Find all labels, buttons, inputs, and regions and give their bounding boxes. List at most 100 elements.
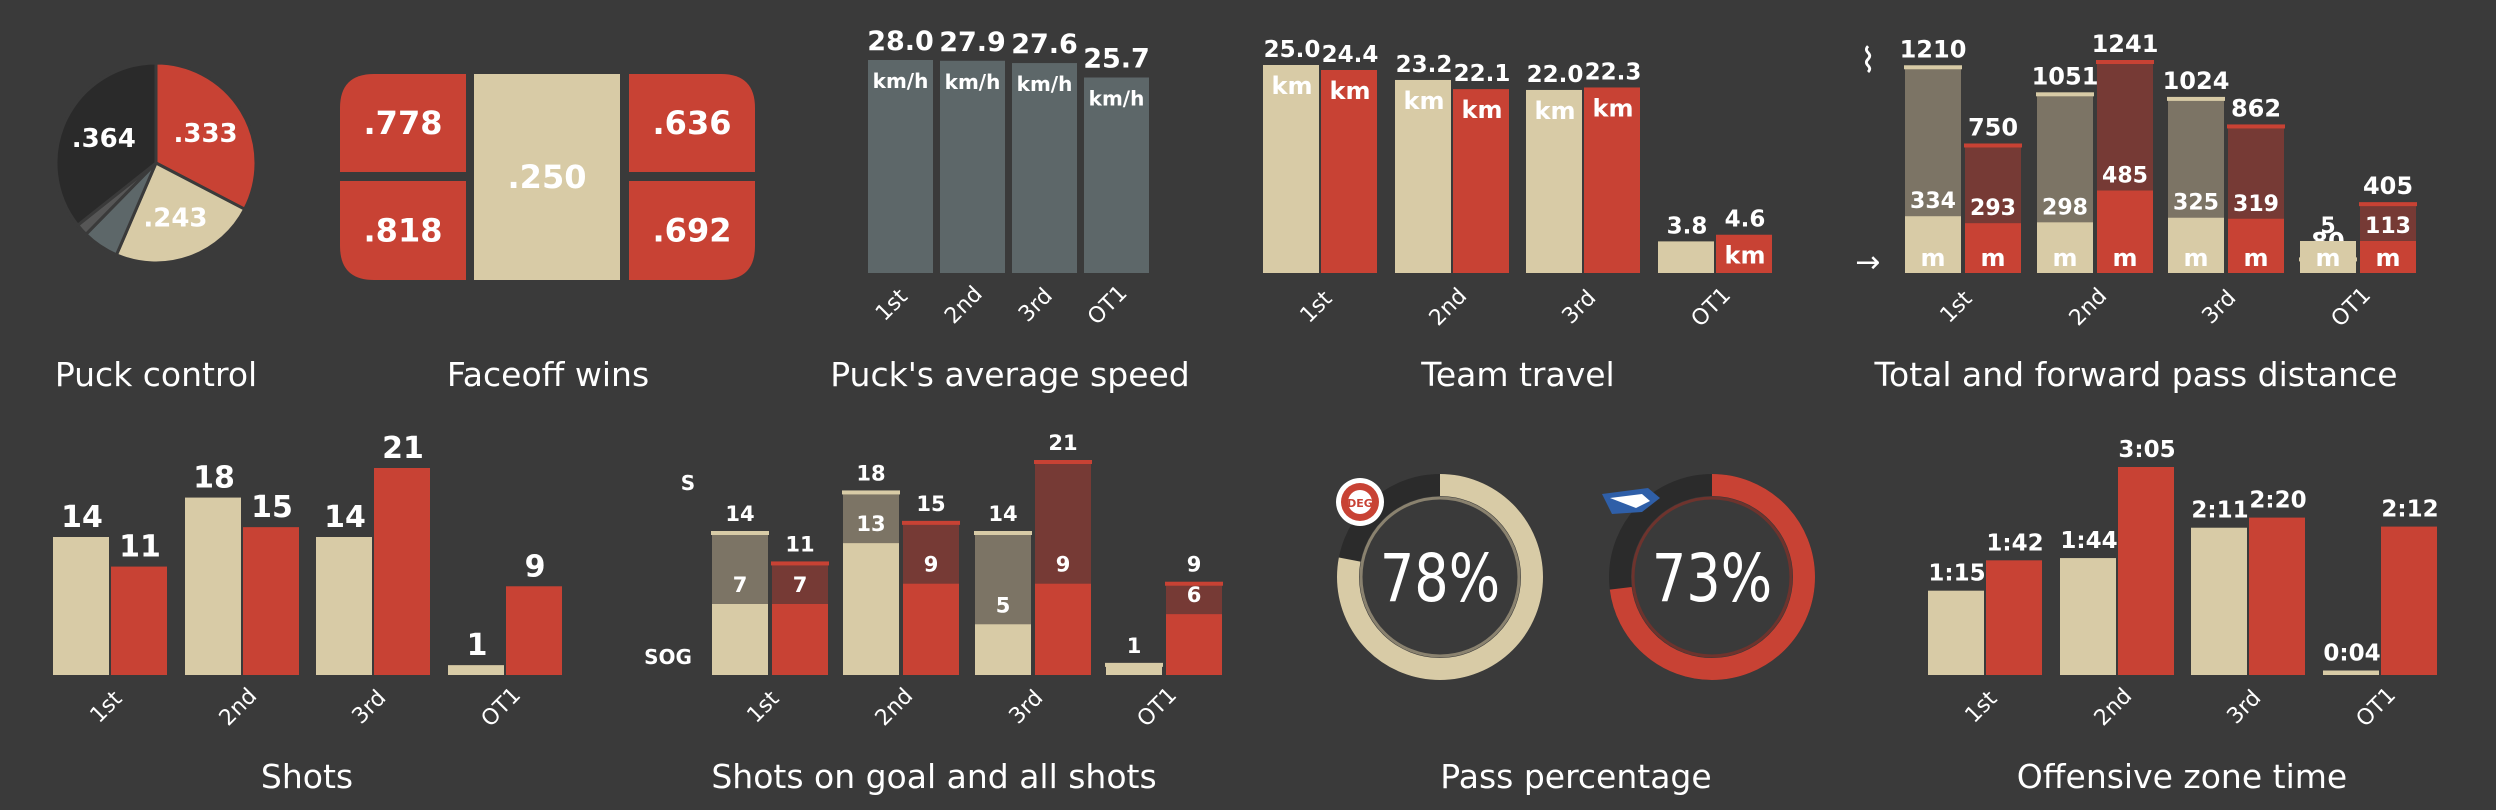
pie-slice-label: .243 [143,204,207,234]
sog-value-label: 9 [924,553,939,577]
sog-bar [712,604,768,675]
faceoff-wins-chart: .778 .818 .250 .636 .692 [340,74,755,280]
sog-axis-label: SOG [644,645,692,669]
pass-distance-title: Total and forward pass distance [1874,355,2398,394]
pass-distance-chart: ⌇→1210334m750293m1st1051298m1241485m2nd1… [1855,30,2417,332]
sog-bar [843,543,899,675]
ozone-value-label: 2:20 [2249,488,2306,514]
ozone-value-label: 1:15 [1928,561,1985,587]
pass-percentage-chart: 78% DEG 73% [1336,474,1815,680]
speed-value-label: 25.7 [1083,43,1150,74]
shots-bar [506,586,562,675]
sog-total-label: 14 [988,502,1017,526]
pass-percentage-value: 78% [1380,541,1500,618]
travel-value-label: 23.2 [1396,52,1453,78]
shots-bar [53,537,109,675]
ozone-bar [2249,517,2305,675]
travel-unit-label: km [1535,97,1576,125]
sog-total-cap [1034,460,1092,464]
puck-speed-title: Puck's average speed [830,355,1190,394]
pass-unit-label: m [1920,244,1945,272]
speed-unit-label: km/h [945,70,1001,94]
sog-bar [772,604,828,675]
sog-value-label: 9 [1056,553,1071,577]
pass-forward-bar [2168,217,2224,273]
pass-unit-label: m [1980,244,2005,272]
speed-bar [940,60,1005,274]
travel-value-label: 25.0 [1264,37,1321,63]
pass-ring-value [1337,474,1543,680]
faceoff-value: .250 [508,158,587,196]
speed-unit-label: km/h [1017,72,1073,96]
pass-total-label: 862 [2231,94,2281,122]
pie-slice [54,61,158,228]
travel-bar [1263,65,1319,273]
pass-percentage-value: 73% [1652,541,1772,618]
sog-bar [975,624,1031,675]
pass-percentage-title: Pass percentage [1440,757,1712,796]
sog-total-label: 11 [785,532,814,556]
pass-total-cap [2036,92,2094,97]
deg-logo-icon: DEG [1336,478,1384,526]
travel-bar [1584,87,1640,274]
shots-bar [111,566,167,675]
pie-slice [114,160,247,265]
pass-total-label: 405 [2363,172,2413,200]
pass-unit-label: m [2183,244,2208,272]
shots-axis-label: S [681,471,695,495]
travel-value-label: 3.8 [1667,213,1708,239]
logo-wing-stripe [1610,494,1650,508]
sog-total-cap [711,531,769,535]
pass-ring-value [1609,474,1815,680]
speed-bar [1084,77,1149,273]
sog-value-label: 13 [856,512,885,536]
pass-total-label: 1241 [2092,30,2159,58]
pass-forward-label: 113 [2365,214,2411,239]
pass-forward-label: 319 [2233,192,2279,217]
shots-bar [185,497,241,675]
travel-bar [1453,89,1509,274]
faceoff-tile [629,181,755,280]
pass-forward-label: 293 [1970,196,2016,221]
puck-control-chart: .333 .243 .364 [54,61,258,265]
ozone-value-label: 1:42 [1986,530,2043,556]
arrow-right-icon: → [1855,245,1880,280]
shots-bar [374,468,430,675]
pass-total-label: 1024 [2163,67,2230,95]
puck-control-title: Puck control [54,355,258,394]
pass-total-cap [1904,65,1962,70]
sog-total-label: 15 [916,492,945,516]
faceoff-value: .778 [364,104,443,142]
sog-total-cap [974,531,1032,535]
pass-forward-bar [2228,218,2284,273]
shots-on-goal-title: Shots on goal and all shots [711,757,1157,796]
ozone-bar [2118,467,2174,675]
ozone-bar [2323,670,2379,675]
travel-bar [1321,69,1377,273]
shots-value-label: 18 [193,461,235,496]
sog-value-label: 5 [996,593,1011,617]
ozone-bar [1928,590,1984,675]
speed-value-label: 27.9 [939,27,1006,58]
pass-forward-label: 325 [2173,191,2219,216]
sog-bar [1166,614,1222,675]
pass-forward-label: 298 [2042,195,2088,220]
ozone-value-label: 3:05 [2118,437,2175,463]
pie-slice-label: .364 [72,124,136,154]
speed-value-label: 28.0 [867,26,934,57]
sog-bar [903,583,959,675]
shots-value-label: 14 [61,500,103,535]
shots-bar [243,527,299,675]
travel-unit-label: km [1272,72,1313,100]
faceoff-value: .692 [653,212,732,250]
pass-total-label: 750 [1968,113,2018,141]
speed-bar [868,60,933,273]
offensive-zone-time-title: Offensive zone time [2016,757,2348,796]
travel-value-label: 22.0 [1527,62,1584,88]
pass-total-cap [2167,96,2225,101]
travel-bar [1526,89,1582,274]
travel-value-label: 22.3 [1585,59,1642,85]
pass-unit-label: m [2112,244,2137,272]
travel-bar [1716,234,1772,273]
